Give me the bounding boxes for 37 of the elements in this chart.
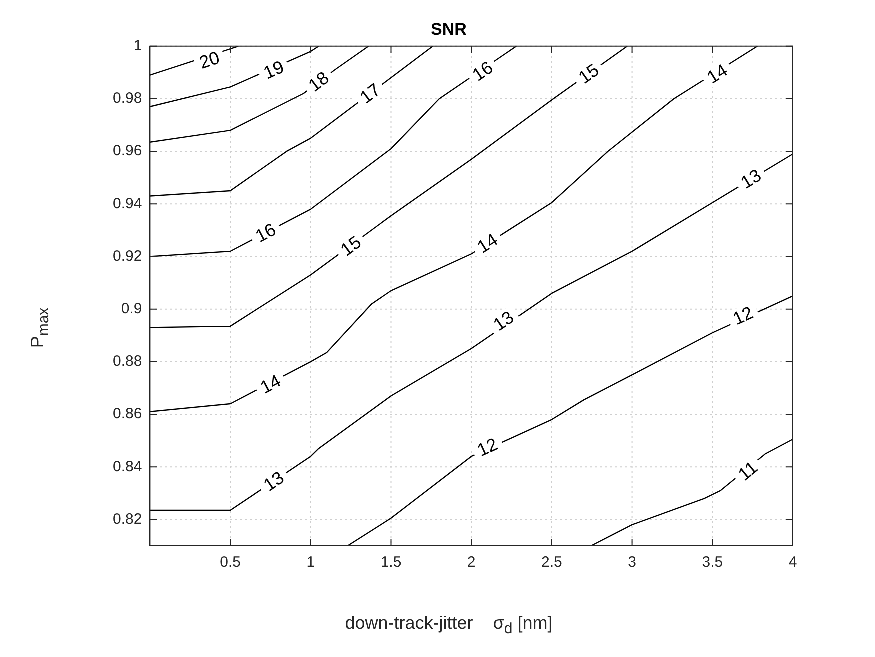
x-tick-label: 3: [628, 554, 636, 572]
annotation: 14: [704, 60, 732, 88]
annotation: 12: [730, 302, 756, 330]
annotation: 16: [468, 57, 497, 86]
x-tick-label: 1.5: [380, 554, 402, 572]
y-tick-label: 0.96: [112, 142, 142, 160]
chart-title: SNR: [431, 20, 467, 39]
annotation: 13: [260, 468, 288, 496]
x-tick-label: 2.5: [542, 554, 562, 572]
annotation: 17: [356, 80, 384, 108]
annotation: 13: [737, 165, 765, 193]
x-tick-label: 1: [306, 554, 316, 572]
annotation: 13: [490, 307, 518, 336]
y-tick-label: 0.82: [112, 510, 142, 528]
y-tick-label: 0.9: [121, 300, 142, 318]
x-tick-label: 3.5: [702, 554, 724, 572]
annotation: 15: [337, 232, 366, 260]
annotation: 14: [257, 370, 284, 398]
y-tick-label: 0.88: [112, 353, 142, 370]
y-tick-label: 1: [134, 38, 142, 55]
x-tick-label: 0.5: [220, 554, 241, 572]
y-tick-label: 0.98: [112, 90, 142, 108]
x-tick-label: 2: [467, 554, 476, 572]
x-axis-title: down-track-jitter σ$_{d}$ [nm]: [344, 613, 554, 638]
annotation: 16: [252, 220, 280, 247]
annotation: 19: [260, 56, 288, 84]
y-tick-label: 0.94: [112, 195, 142, 212]
annotation: 14: [474, 230, 502, 258]
y-tick-label: 0.86: [112, 406, 142, 423]
y-tick-label: 0.92: [112, 248, 142, 265]
annotation: 20: [197, 48, 222, 73]
y-tick-label: 0.84: [112, 458, 142, 476]
x-tick-label: 4: [788, 554, 798, 572]
annotation: 11: [734, 457, 762, 485]
annotation: 15: [574, 60, 603, 88]
annotation: 12: [474, 434, 501, 461]
annotation: 18: [304, 68, 333, 96]
